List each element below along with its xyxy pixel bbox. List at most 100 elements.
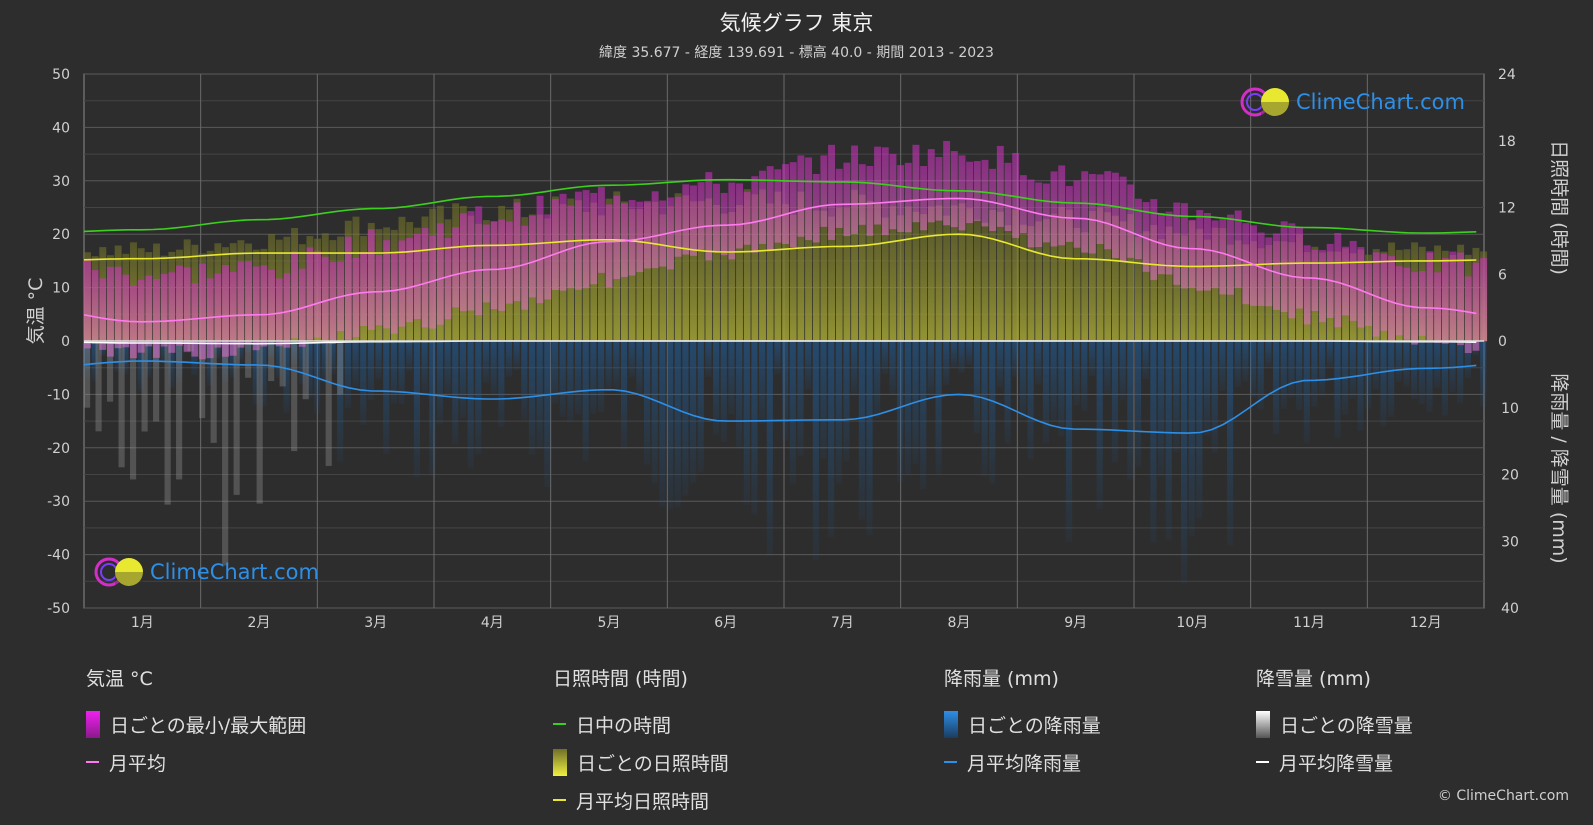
rain-daily-bar bbox=[843, 341, 850, 462]
rain-daily-bar bbox=[360, 341, 367, 425]
rain-daily-bar bbox=[1019, 341, 1027, 419]
temp-range-bar bbox=[145, 275, 153, 347]
sunshine-daily-bar bbox=[743, 189, 751, 341]
temp-range-bar bbox=[467, 211, 475, 311]
y-tick-label: -10 bbox=[47, 387, 70, 403]
legend-label: 日ごとの最小/最大範囲 bbox=[110, 714, 307, 737]
sunshine-daily-bar bbox=[1019, 224, 1027, 341]
y-tick-label: -20 bbox=[47, 441, 70, 457]
legend-heading: 降雪量 (mm) bbox=[1256, 668, 1371, 690]
temp-range-bar bbox=[927, 149, 935, 223]
temp-range-bar bbox=[912, 144, 920, 223]
temp-range-bar bbox=[659, 200, 667, 267]
snow-daily-bar bbox=[130, 341, 137, 480]
sunshine-daily-bar bbox=[828, 216, 836, 341]
rain-daily-bar bbox=[1165, 341, 1172, 541]
rain-daily-bar bbox=[713, 341, 720, 435]
logo-text: ClimeChart.com bbox=[1296, 90, 1465, 114]
temp-range-bar bbox=[528, 215, 536, 298]
sunshine-daily-bar bbox=[1050, 213, 1058, 341]
temp-range-bar bbox=[874, 146, 882, 225]
temp-range-bar bbox=[536, 195, 544, 304]
temp-range-bar bbox=[897, 165, 905, 232]
temp-range-bar bbox=[107, 266, 114, 357]
temp-range-bar bbox=[1464, 276, 1472, 354]
rain-daily-bar bbox=[590, 341, 597, 415]
rain-daily-bar bbox=[897, 341, 904, 483]
snow-daily-bar bbox=[268, 341, 275, 382]
rain-daily-bar bbox=[620, 341, 628, 450]
sunshine-daily-bar bbox=[866, 200, 874, 341]
snow-daily-bar bbox=[153, 341, 160, 422]
x-tick-label: 12月 bbox=[1410, 615, 1442, 631]
rain-daily-bar bbox=[260, 341, 267, 407]
rain-daily-bar bbox=[782, 341, 789, 442]
rain-daily-bar bbox=[268, 341, 275, 358]
temp-range-bar bbox=[958, 155, 966, 231]
logo-text: ClimeChart.com bbox=[150, 560, 319, 584]
temp-range-bar bbox=[1104, 171, 1112, 250]
rain-daily-bar bbox=[168, 341, 175, 388]
temp-range-bar bbox=[1180, 203, 1188, 289]
rain-daily-bar bbox=[981, 341, 988, 477]
x-tick-label: 1月 bbox=[131, 615, 154, 631]
temp-range-bar bbox=[1418, 271, 1426, 336]
rain-daily-bar bbox=[1242, 341, 1249, 382]
rain-daily-bar bbox=[935, 341, 942, 475]
sunshine-daily-bar bbox=[805, 207, 812, 341]
sunshine-daily-bar bbox=[1142, 231, 1150, 341]
x-tick-label: 8月 bbox=[948, 615, 971, 631]
sunshine-daily-bar bbox=[889, 206, 897, 341]
y3-tick-label: 10 bbox=[1501, 401, 1519, 417]
y-tick-label: -40 bbox=[47, 548, 70, 564]
temp-range-bar bbox=[475, 206, 483, 316]
rain-daily-bar bbox=[1395, 341, 1402, 382]
temp-range-bar bbox=[1165, 211, 1173, 275]
y2-tick-label: 0 bbox=[1498, 334, 1507, 350]
temp-range-bar bbox=[1150, 199, 1158, 280]
rain-daily-bar bbox=[1234, 341, 1241, 387]
rain-daily-bar bbox=[858, 341, 865, 520]
temp-range-bar bbox=[1296, 227, 1303, 309]
temp-range-bar bbox=[705, 172, 713, 261]
temp-range-bar bbox=[1311, 249, 1319, 311]
rain-daily-bar bbox=[690, 341, 697, 484]
temp-range-bar bbox=[1395, 266, 1403, 336]
y3-tick-label: 20 bbox=[1501, 468, 1519, 484]
rain-daily-bar bbox=[820, 341, 827, 459]
rain-daily-bar bbox=[1134, 341, 1142, 467]
rain-daily-bar bbox=[482, 341, 490, 384]
rain-daily-bar bbox=[682, 341, 689, 496]
sunshine-daily-bar bbox=[759, 189, 766, 341]
sunshine-daily-bar bbox=[1165, 226, 1173, 341]
rain-daily-bar bbox=[1150, 341, 1157, 543]
snow-daily-bar bbox=[199, 341, 206, 419]
temp-range-bar bbox=[651, 191, 659, 269]
temp-range-bar bbox=[636, 201, 644, 273]
rain-daily-bar bbox=[1311, 341, 1318, 407]
temp-range-bar bbox=[383, 240, 391, 329]
rain-daily-bar bbox=[943, 341, 950, 385]
snow-daily-swatch bbox=[1256, 710, 1270, 738]
temp-range-bar bbox=[1081, 171, 1089, 253]
y3-axis-label: 降雨量 / 降雪量 (mm) bbox=[1548, 373, 1570, 563]
snow-daily-bar bbox=[95, 341, 102, 432]
rain-daily-bar bbox=[298, 341, 305, 385]
sunshine-daily-bar bbox=[935, 205, 943, 341]
sunshine-daily-bar bbox=[674, 193, 682, 341]
temp-range-bar bbox=[1204, 212, 1211, 291]
legend-label: 日中の時間 bbox=[576, 714, 672, 737]
temp-range-bar bbox=[252, 266, 260, 351]
rain-daily-bar bbox=[521, 341, 528, 420]
temp-range-bar bbox=[828, 144, 836, 240]
snow-daily-bar bbox=[256, 341, 263, 504]
temp-range-bar bbox=[889, 153, 897, 230]
rain-daily-bar bbox=[904, 341, 911, 476]
temp-range-bar bbox=[782, 164, 789, 244]
rain-daily-bar bbox=[375, 341, 382, 380]
rain-daily-bar bbox=[574, 341, 582, 415]
temp-range-bar bbox=[229, 271, 237, 356]
sunshine-daily-bar bbox=[958, 203, 966, 341]
rain-daily-bar bbox=[920, 341, 927, 490]
temp-range-bar bbox=[1004, 162, 1012, 231]
